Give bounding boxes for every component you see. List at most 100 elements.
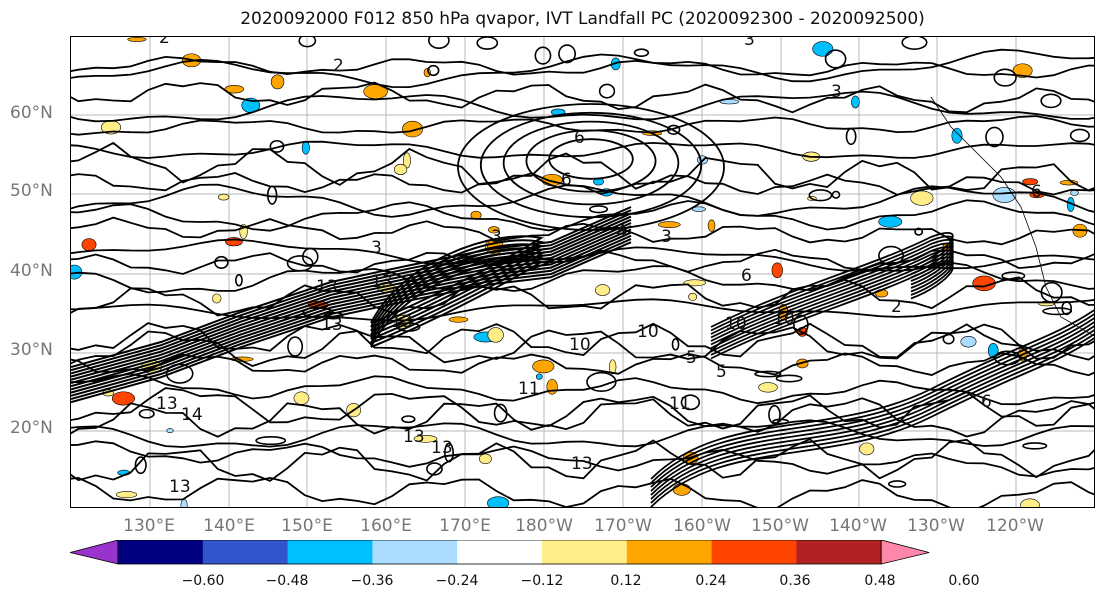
contour-line bbox=[479, 111, 703, 219]
qvapor-shade-patch bbox=[301, 141, 310, 155]
contour-line bbox=[71, 48, 1094, 89]
contour-line bbox=[671, 338, 680, 351]
qvapor-shade-patch bbox=[180, 498, 188, 507]
qvapor-shade-patch bbox=[771, 262, 783, 279]
contour-line bbox=[493, 403, 508, 423]
qvapor-shade-patch bbox=[608, 359, 617, 375]
colorbar-segment bbox=[626, 540, 713, 564]
contour-line bbox=[633, 48, 650, 58]
qvapor-shade-patch bbox=[532, 359, 555, 374]
lon-label-140e: 140°E bbox=[203, 516, 255, 536]
lon-label-150e: 150°E bbox=[281, 516, 333, 536]
contour-line bbox=[824, 49, 847, 69]
contour-line bbox=[985, 126, 1004, 148]
contour-label: 13 bbox=[169, 477, 191, 497]
map-title: 2020092000 F012 850 hPa qvapor, IVT Land… bbox=[240, 9, 925, 29]
qvapor-shade-patch bbox=[910, 190, 934, 206]
coastline bbox=[930, 96, 1094, 337]
contour-label: 6 bbox=[741, 266, 752, 286]
contour-line bbox=[887, 480, 907, 488]
contour-line bbox=[548, 138, 634, 180]
qvapor-shade-patch bbox=[758, 382, 778, 393]
qvapor-shade-patch bbox=[960, 335, 977, 348]
contour-label: 2 bbox=[891, 297, 902, 317]
qvapor-shade-patch bbox=[951, 127, 963, 144]
contour-line bbox=[71, 276, 1094, 317]
qvapor-shade-patch bbox=[812, 41, 834, 57]
lon-label-170e: 170°E bbox=[439, 516, 491, 536]
contour-label: 13 bbox=[156, 394, 178, 414]
qvapor-shade-patch bbox=[859, 442, 875, 456]
contour-layer bbox=[71, 37, 1094, 507]
contour-line bbox=[650, 337, 1094, 507]
contour-line bbox=[994, 350, 1021, 366]
contour-line bbox=[808, 189, 833, 202]
jet-contour bbox=[370, 235, 544, 324]
contour-label: 3 bbox=[661, 227, 672, 247]
contour-line bbox=[710, 263, 954, 360]
contour-line bbox=[255, 436, 287, 446]
contour-label: 14 bbox=[181, 405, 203, 425]
contour-line bbox=[942, 333, 955, 345]
contour-label: 13 bbox=[431, 438, 453, 458]
contour-line bbox=[71, 183, 1094, 218]
colorbar-tick: −0.24 bbox=[435, 573, 479, 589]
lon-label-140w: 140°W bbox=[829, 516, 887, 536]
contour-line bbox=[71, 419, 1094, 448]
colorbar-tick: 0.24 bbox=[695, 573, 727, 589]
contour-label: 13 bbox=[391, 312, 413, 332]
contour-line bbox=[525, 129, 657, 193]
qvapor-shade-patch bbox=[707, 219, 716, 232]
contour-line bbox=[598, 83, 616, 99]
jet-contour bbox=[370, 247, 544, 336]
contour-line bbox=[444, 442, 454, 463]
contour-label: 4 bbox=[616, 222, 627, 242]
contour-line bbox=[235, 274, 243, 287]
contour-line bbox=[650, 321, 1094, 492]
contour-line bbox=[1040, 93, 1062, 109]
contour-label: 3 bbox=[831, 82, 842, 102]
contour-line bbox=[772, 418, 790, 425]
qvapor-shade-patch bbox=[479, 453, 492, 465]
contour-line bbox=[71, 216, 1094, 246]
map-panel: 2 2 3 3 6 6 3 3 4 3 13 13 13 13 13 13 13 14 13 13 11 11 10 10 10… bbox=[70, 36, 1095, 508]
contour-line bbox=[710, 260, 954, 356]
contour-line bbox=[401, 415, 416, 424]
contour-line bbox=[457, 103, 725, 231]
colorbar-tick: 0.36 bbox=[779, 573, 811, 589]
lon-label-180w: 180°W bbox=[515, 516, 573, 536]
contour-line bbox=[993, 68, 1017, 87]
jet-contour bbox=[71, 231, 632, 394]
contour-line bbox=[71, 141, 1094, 192]
contour-line bbox=[71, 476, 1094, 507]
colorbar-segment bbox=[372, 540, 458, 564]
contour-label: 6 bbox=[981, 392, 992, 412]
contour-line bbox=[1061, 301, 1072, 316]
contour-line bbox=[323, 311, 344, 320]
contour-line bbox=[396, 322, 421, 332]
jet-contour bbox=[370, 239, 544, 328]
contour-line bbox=[502, 120, 680, 206]
contour-line bbox=[138, 408, 155, 419]
qvapor-shade-patch bbox=[1022, 178, 1039, 186]
jet-contour bbox=[370, 251, 544, 340]
contour-line bbox=[558, 44, 577, 64]
qvapor-shade-patch bbox=[212, 293, 222, 304]
contour-line bbox=[650, 317, 1094, 488]
jet-contour bbox=[71, 238, 632, 400]
contour-line bbox=[426, 462, 443, 476]
contour-label: 11 bbox=[669, 394, 691, 414]
contour-line bbox=[650, 329, 1094, 500]
jet-contour bbox=[71, 215, 632, 378]
contour-line bbox=[71, 90, 1094, 123]
contour-line bbox=[214, 255, 229, 270]
jet-contour bbox=[370, 259, 544, 348]
contour-label: 13 bbox=[571, 454, 593, 474]
contour-line bbox=[269, 139, 285, 153]
contour-label: 5 bbox=[686, 348, 697, 368]
contour-line bbox=[534, 46, 552, 65]
qvapor-shade-patch bbox=[270, 74, 285, 90]
contour-line bbox=[775, 374, 803, 383]
jet-contour bbox=[71, 241, 632, 404]
